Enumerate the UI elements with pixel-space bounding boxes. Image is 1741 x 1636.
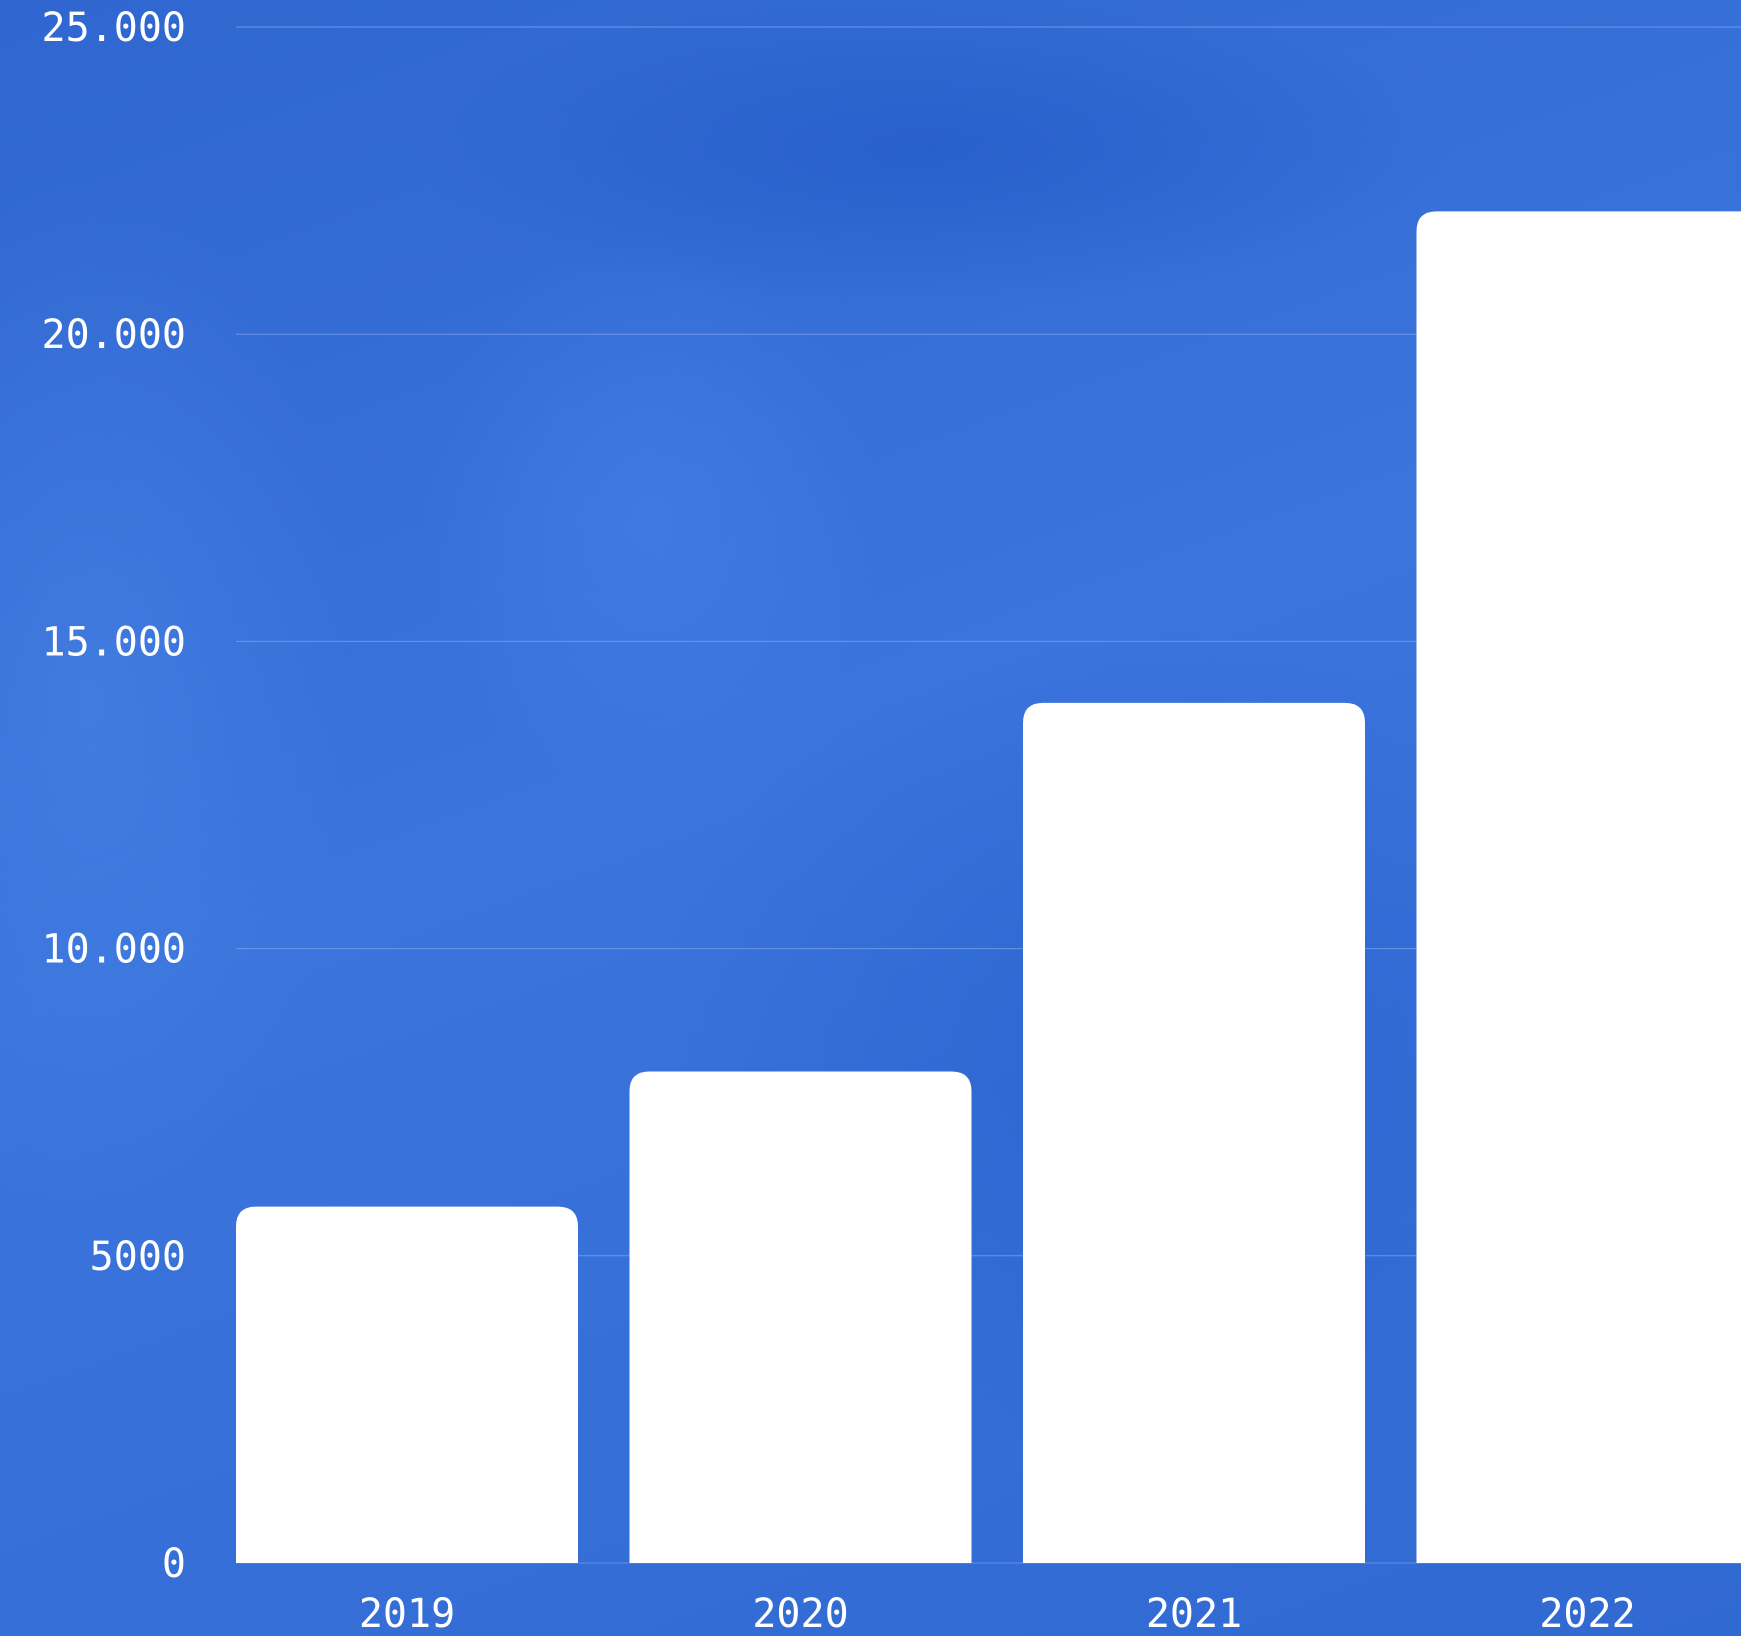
bar-2020 [629,1071,972,1563]
x-tick-label: 2022 [1539,1591,1635,1636]
y-tick-label: 20.000 [42,312,187,358]
y-tick-label: 15.000 [42,619,187,665]
y-tick-label: 5000 [90,1234,186,1280]
x-tick-label: 2021 [1146,1591,1242,1636]
y-tick-label: 25.000 [42,5,187,51]
bar-2019 [236,1206,578,1563]
y-tick-label: 0 [162,1541,186,1587]
bar-2021 [1023,702,1365,1563]
x-tick-label: 2020 [752,1591,848,1636]
x-tick-label: 2019 [359,1591,455,1636]
y-axis-ticks: 0 5000 10.000 15.000 20.000 25.000 [42,5,187,1587]
bar-2022 [1416,211,1741,1563]
x-axis-ticks: 2019 2020 2021 2022 [359,1591,1636,1636]
y-tick-label: 10.000 [42,927,187,973]
bars [236,211,1741,1563]
